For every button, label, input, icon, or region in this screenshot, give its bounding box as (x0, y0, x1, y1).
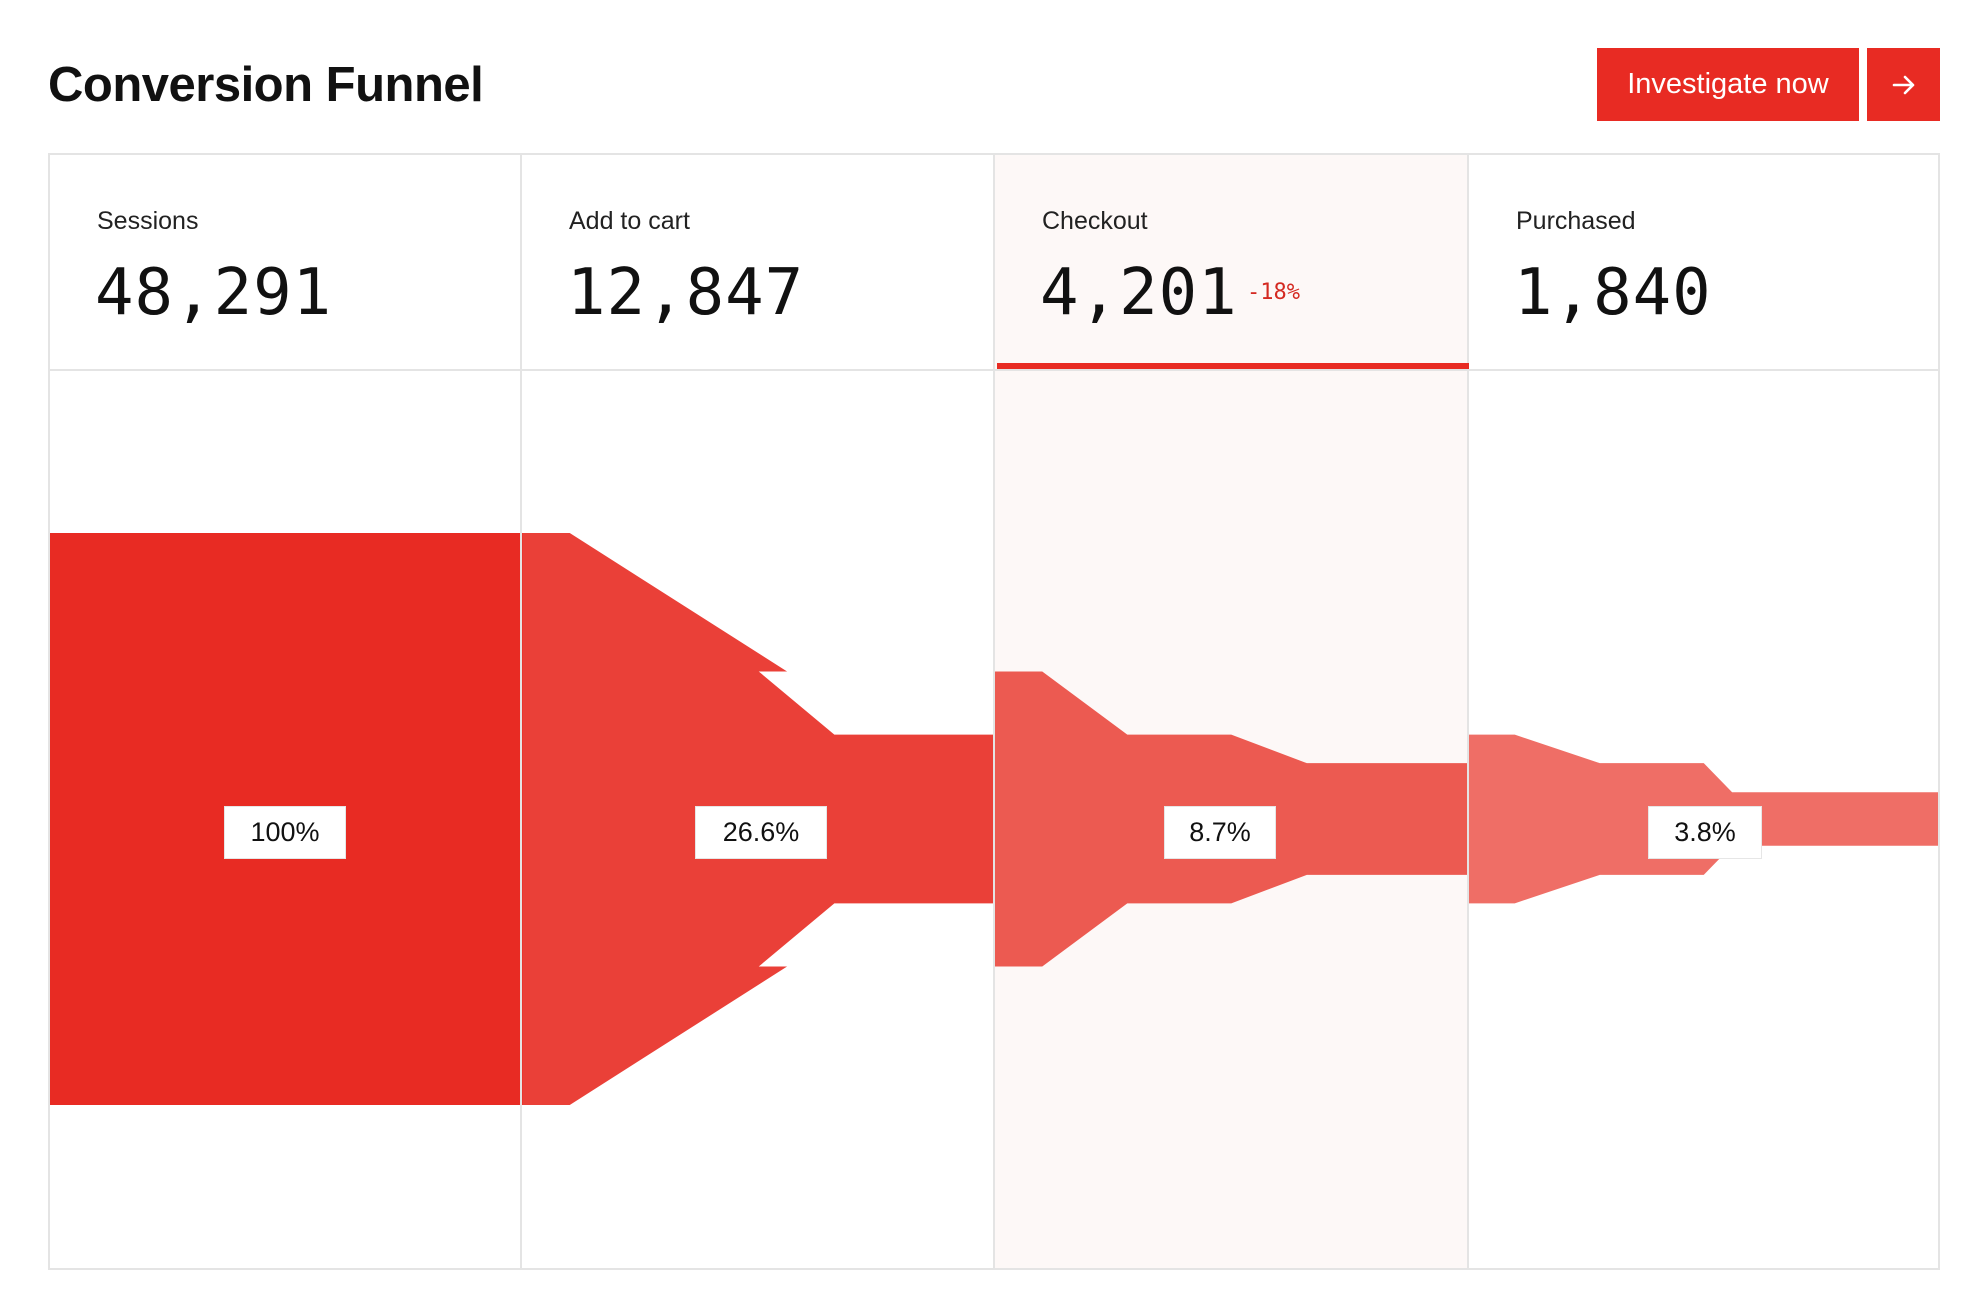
stage-add-to-cart[interactable]: Add to cart 12,847 (522, 155, 994, 369)
arrow-right-icon (1892, 75, 1914, 94)
column-divider (520, 155, 522, 1268)
delta-badge: -18% (1247, 280, 1300, 305)
stage-label: Sessions (97, 207, 199, 235)
stage-value: 12,847 (567, 256, 805, 330)
funnel-card: Sessions 48,291 Add to cart 12,847 Check… (48, 153, 1940, 1270)
page-title: Conversion Funnel (48, 58, 484, 112)
stage-purchased[interactable]: Purchased 1,840 (1469, 155, 1941, 369)
column-divider (1467, 155, 1469, 1268)
stage-checkout[interactable]: Checkout 4,201 -18% (995, 155, 1467, 369)
arrow-button[interactable] (1867, 48, 1940, 121)
stage-sessions[interactable]: Sessions 48,291 (50, 155, 522, 369)
active-stage-indicator (997, 363, 1469, 369)
percent-label: 8.7% (1164, 806, 1276, 859)
stage-value: 1,840 (1514, 256, 1712, 330)
percent-label: 3.8% (1648, 806, 1762, 859)
stage-value: 48,291 (95, 256, 333, 330)
stage-label: Checkout (1042, 207, 1148, 235)
column-divider (993, 155, 995, 1268)
investigate-now-button[interactable]: Investigate now (1597, 48, 1859, 121)
percent-label: 26.6% (695, 806, 827, 859)
percent-label: 100% (224, 806, 346, 859)
stage-label: Add to cart (569, 207, 690, 235)
stage-label: Purchased (1516, 207, 1636, 235)
stage-value: 4,201 (1040, 256, 1238, 330)
